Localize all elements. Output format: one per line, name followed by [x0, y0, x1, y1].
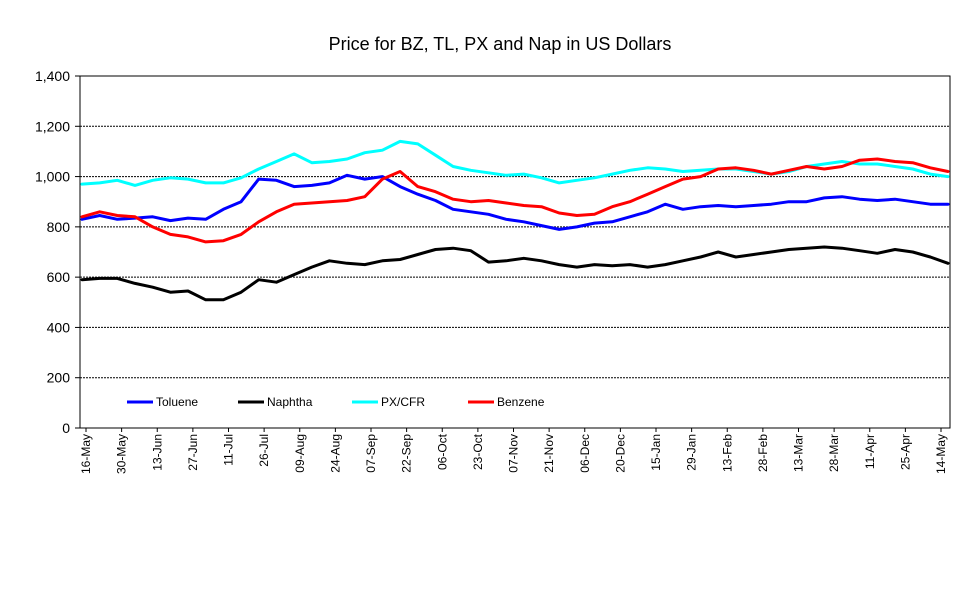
legend-label-naphtha: Naphtha — [267, 395, 313, 409]
x-tick-label: 11-Jul — [222, 434, 236, 466]
x-tick-label: 06-Oct — [435, 433, 449, 470]
x-tick-label: 20-Dec — [613, 434, 627, 473]
x-tick-label: 28-Mar — [827, 434, 841, 472]
x-tick-label: 23-Oct — [471, 433, 485, 470]
x-axis: 16-May 30-May 13-Jun 27-Jun 11-Jul 26-Jul 09-A… — [79, 428, 948, 474]
x-tick-label: 07-Nov — [507, 434, 521, 473]
x-tick-label: 29-Jan — [685, 434, 699, 471]
x-tick-label: 21-Nov — [542, 434, 556, 473]
x-tick-label: 14-May — [934, 434, 948, 474]
y-tick-label: 0 — [62, 420, 70, 436]
series-group — [80, 139, 950, 302]
gridlines — [80, 125, 950, 379]
series-line-benzene — [80, 157, 950, 244]
y-tick-label: 1,200 — [35, 118, 70, 134]
y-tick-label: 800 — [47, 219, 71, 235]
plot-area — [79, 75, 951, 429]
x-tick-label: 26-Jul — [257, 434, 271, 467]
x-tick-label: 13-Jun — [150, 434, 164, 471]
x-tick-label: 22-Sep — [400, 434, 414, 473]
legend: Toluene Naphtha PX/CFR Benzene — [127, 395, 545, 409]
legend-label-toluene: Toluene — [156, 395, 198, 409]
legend-label-px-cfr: PX/CFR — [381, 395, 425, 409]
chart-title: Price for BZ, TL, PX and Nap in US Dolla… — [329, 34, 672, 54]
series-line-naphtha — [80, 245, 950, 302]
x-tick-label: 07-Sep — [364, 434, 378, 473]
y-tick-label: 1,000 — [35, 169, 70, 185]
y-axis: 0 200 400 600 800 1,000 1,200 1,400 — [35, 68, 80, 436]
x-tick-label: 28-Feb — [756, 434, 770, 472]
x-tick-label: 13-Feb — [720, 434, 734, 472]
x-tick-label: 24-Aug — [328, 434, 342, 473]
legend-label-benzene: Benzene — [497, 395, 545, 409]
y-tick-label: 1,400 — [35, 68, 70, 84]
y-tick-label: 400 — [47, 319, 71, 335]
x-tick-label: 09-Aug — [293, 434, 307, 473]
series-line-toluene — [80, 173, 950, 231]
y-tick-label: 600 — [47, 269, 71, 285]
x-tick-label: 30-May — [115, 434, 129, 474]
x-tick-label: 06-Dec — [578, 434, 592, 473]
x-tick-label: 11-Apr — [863, 434, 877, 469]
x-tick-label: 13-Mar — [792, 434, 806, 472]
x-tick-label: 15-Jan — [649, 434, 663, 471]
x-tick-label: 25-Apr — [898, 434, 912, 470]
x-tick-label: 27-Jun — [186, 434, 200, 471]
x-tick-label: 16-May — [79, 434, 93, 474]
y-tick-label: 200 — [47, 370, 71, 386]
